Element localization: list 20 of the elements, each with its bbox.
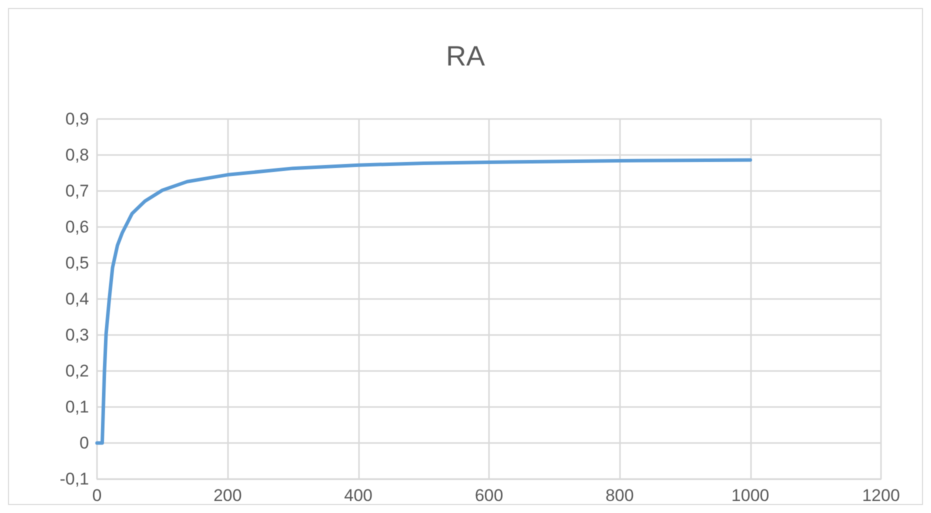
- x-tick-label: 800: [605, 486, 634, 505]
- y-tick-label: 0,6: [65, 218, 89, 236]
- x-tick-label: 1200: [862, 486, 900, 505]
- chart-title: RA: [446, 40, 486, 72]
- x-tick-label: 200: [213, 486, 242, 505]
- line-series: [95, 158, 752, 445]
- y-tick-label: 0,3: [65, 326, 89, 344]
- x-tick-label: 0: [92, 486, 102, 505]
- x-tick-label: 1000: [731, 486, 770, 505]
- y-tick-label: 0,1: [65, 398, 89, 416]
- x-tick-label: 400: [344, 486, 373, 505]
- y-tick-label: 0,8: [65, 146, 89, 164]
- y-tick-label: 0,5: [65, 254, 89, 272]
- y-tick-label: 0,2: [65, 362, 89, 380]
- y-tick-label: 0: [80, 434, 89, 452]
- y-tick-label: -0,1: [60, 470, 89, 488]
- y-tick-label: 0,4: [65, 290, 89, 308]
- x-tick-label: 600: [474, 486, 504, 505]
- y-tick-label: 0,7: [65, 182, 89, 200]
- y-tick-label: 0,9: [65, 110, 89, 128]
